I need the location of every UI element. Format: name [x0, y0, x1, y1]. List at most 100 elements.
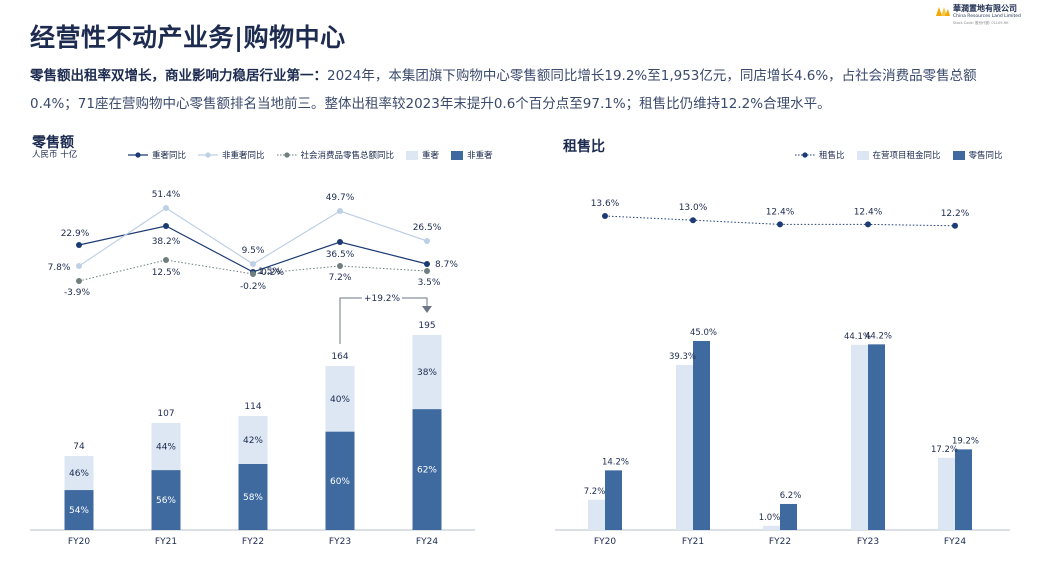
retail-sales-unit: 人民币 十亿	[32, 150, 78, 160]
bar-sales-growth	[693, 341, 710, 530]
retail-sales-title: 零售额	[32, 135, 74, 151]
series-point	[163, 205, 169, 211]
series-point-label: 7.8%	[48, 263, 71, 273]
bar-total-label: 114	[244, 402, 261, 412]
series-point	[337, 208, 343, 214]
summary-lead: 零售额出租率双增长，商业影响力稳居行业第一：	[30, 68, 327, 84]
bar-total-label: 107	[157, 409, 174, 419]
series-point-label-extra: 1.5%	[258, 267, 281, 277]
x-tick-label: FY23	[857, 537, 879, 547]
series-point	[76, 278, 82, 284]
summary-body: 2024年，本集团旗下购物中心零售额同比增长19.2%至1,953亿元，同店增长…	[30, 68, 977, 112]
bar-total-label: 164	[331, 352, 348, 362]
legend-item: 在营项目租金同比	[856, 149, 941, 161]
bar-label-non-luxury: 60%	[330, 477, 350, 487]
series-point-label: 49.7%	[326, 193, 355, 203]
bar-label-rent-growth: 7.2%	[584, 487, 606, 497]
bar-label-luxury: 42%	[243, 436, 263, 446]
bar-label-non-luxury: 54%	[69, 506, 89, 516]
x-tick-label: FY22	[242, 537, 264, 547]
series-point	[76, 263, 82, 269]
x-tick-label: FY23	[329, 537, 351, 547]
legend-label: 重奢同比	[152, 151, 187, 161]
series-point-label: -0.2%	[258, 268, 285, 278]
series-line	[78, 259, 428, 282]
series-point	[337, 239, 343, 245]
bar-label-sales-growth: 6.2%	[780, 491, 802, 501]
bar-label-sales-growth: 44.2%	[865, 331, 892, 341]
bar-sales-growth	[955, 449, 972, 530]
legend-label: 非重奢同比	[222, 151, 265, 161]
company-logo: 華潤置地有限公司 China Resources Land Limited St…	[935, 2, 1035, 32]
legend-label: 社会消费品零售总额同比	[300, 151, 395, 161]
logo-name-cn: 華潤置地有限公司	[953, 4, 1017, 13]
bar-sales-growth	[780, 503, 797, 530]
bar-luxury	[238, 416, 268, 464]
summary-paragraph: 零售额出租率双增长，商业影响力稳居行业第一：2024年，本集团旗下购物中心零售额…	[30, 62, 1020, 118]
bar-luxury	[151, 423, 181, 471]
series-point	[690, 217, 696, 224]
series-point	[250, 271, 256, 277]
growth-note: +19.2%	[364, 294, 401, 304]
bar-label-non-luxury: 62%	[417, 466, 437, 476]
bar-label-rent-growth: 17.2%	[931, 445, 958, 455]
bar-label-rent-growth: 1.0%	[759, 513, 781, 523]
series-point-label: 13.0%	[679, 203, 708, 213]
retail-sales-legend: 重奢同比 非重奢同比 社会消费品零售总额同比 重奢 非重奢	[128, 149, 505, 161]
bar-rent-growth	[763, 525, 780, 530]
series-point-label: 51.4%	[152, 190, 181, 200]
series-point	[424, 261, 430, 267]
x-tick-label: FY21	[682, 537, 704, 547]
legend-label: 重奢	[422, 151, 440, 161]
growth-note-bg	[362, 291, 402, 304]
series-point-label: 9.5%	[242, 246, 265, 256]
bar-label-rent-growth: 39.3%	[669, 352, 696, 362]
x-tick-label: FY20	[68, 537, 90, 547]
series-point-label: 12.5%	[152, 268, 181, 278]
bar-label-non-luxury: 56%	[156, 496, 176, 506]
bar-label-rent-growth: 44.1%	[844, 332, 871, 342]
legend-line-light-icon	[198, 152, 219, 158]
series-point-label: 13.6%	[591, 199, 620, 209]
legend-label: 在营项目租金同比	[872, 151, 941, 161]
series-point-label: 12.4%	[766, 207, 795, 217]
series-point	[424, 238, 430, 244]
legend-label: 非重奢	[467, 151, 493, 161]
series-point-label: 12.2%	[941, 209, 970, 219]
bar-sales-growth	[868, 344, 885, 530]
bar-label-sales-growth: 19.2%	[952, 436, 979, 446]
legend-swatch-dark-icon	[952, 150, 965, 160]
legend-item: 重奢同比	[128, 149, 186, 161]
series-point	[337, 263, 343, 269]
legend-item: 零售同比	[952, 149, 1003, 161]
rent-sales-title: 租售比	[563, 139, 605, 155]
series-point	[952, 222, 958, 229]
series-point-label: -3.9%	[64, 288, 91, 298]
bar-rent-growth	[938, 457, 955, 530]
bar-rent-growth	[851, 344, 868, 530]
bar-non-luxury	[151, 470, 181, 530]
series-point	[602, 213, 608, 219]
series-point	[424, 268, 430, 274]
series-point	[865, 221, 871, 228]
bar-rent-growth	[588, 499, 605, 530]
series-point	[163, 223, 169, 229]
bar-total-label: 74	[73, 442, 85, 452]
bar-label-sales-growth: 45.0%	[690, 328, 717, 338]
legend-item: 社会消费品零售总额同比	[276, 149, 395, 161]
bar-label-luxury: 46%	[69, 469, 89, 479]
retail-sales-chart: 54% 46% 74 FY20 56% 44% 107 FY21 58% 42% 114 FY22 60…	[30, 190, 475, 547]
bar-sales-growth	[605, 470, 622, 530]
legend-item: 非重奢	[451, 149, 493, 161]
legend-line-dotted-icon	[795, 152, 815, 158]
x-tick-label: FY24	[416, 537, 438, 547]
x-tick-label: FY22	[769, 537, 791, 547]
bar-non-luxury	[238, 463, 268, 530]
legend-line-dotted-icon	[276, 152, 297, 158]
logo-name-en: China Resources Land Limited	[953, 14, 1021, 19]
bar-label-luxury: 44%	[156, 443, 176, 453]
series-point-label: 7.2%	[329, 273, 352, 283]
legend-label: 零售同比	[968, 151, 1003, 161]
legend-swatch-light-icon	[406, 150, 419, 160]
